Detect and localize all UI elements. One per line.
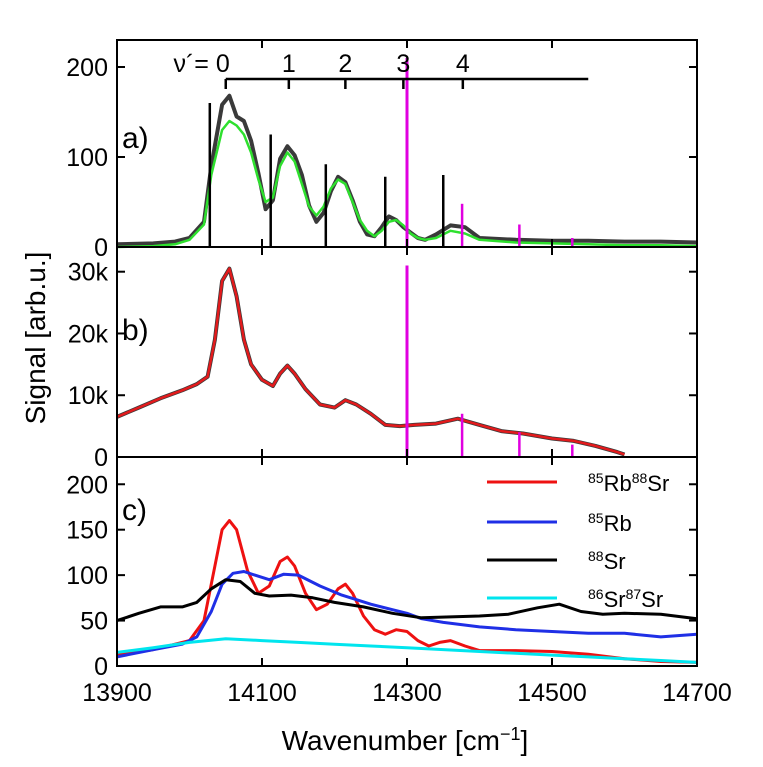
panel-a-y-tick-label: 200 [66,54,108,82]
y-axis-label: Signal [arb.u.] [20,252,51,425]
legend-isotope-1: 85 [588,470,604,486]
legend-element-1: Sr [604,549,626,574]
x-tick-label: 14300 [372,679,442,707]
vibrational-number: 3 [396,50,410,78]
vibrational-number: 2 [338,50,352,78]
panel-a-series-fit [116,119,698,249]
x-tick-label: 14100 [227,679,297,707]
x-axis-label-main: Wavenumber [cm [282,725,500,756]
panel-c-series-srsr [116,637,698,664]
panel-a-y-tick-label: 100 [66,144,108,172]
panel-b-y-tick-label: 30k [68,259,109,287]
vibrational-label: ν´= 0 [173,50,229,78]
legend-isotope-1: 88 [588,548,604,564]
panel-b-series-signal [116,266,626,457]
legend-element-1: Rb [604,511,632,536]
x-axis-label-end: ] [521,725,529,756]
x-tick-label: 14700 [662,679,732,707]
panel-b-plot: 0 10k 20k 30k [68,246,698,472]
panel-c-y-tick-label: 50 [80,608,108,636]
panel-b-y-tick-label: 0 [94,444,108,472]
panel-c-y-tick-label: 150 [66,517,108,545]
legend-label-rbsr: 85Rb88Sr [588,470,669,496]
legend-isotope-2: 88 [632,470,648,486]
panel-c-series-rbsr [116,519,698,664]
x-tick-label: 14500 [517,679,587,707]
legend-element-1: Sr [604,587,626,612]
x-axis-label: Wavenumber [cm−1] [282,724,529,756]
legend-element-1: Rb [604,471,632,496]
panel-a-series-signal [116,93,698,247]
x-axis-label-exponent: −1 [500,724,521,744]
panel-c-y-tick-label: 100 [66,562,108,590]
vibrational-number: 1 [282,50,296,78]
legend-element-2: Sr [647,471,669,496]
panel-b-label: b) [122,314,149,347]
panel-c-label: c) [122,494,147,527]
legend-label-srsr: 86Sr87Sr [588,586,663,612]
panel-a-y-tick-label: 0 [94,234,108,262]
legend-isotope-1: 85 [588,510,604,526]
legend-label-sr: 88Sr [588,548,626,574]
panel-a: 0 100 200 ν´= 0 1 2 3 4 a) [66,39,698,262]
x-tick-label: 13900 [82,679,152,707]
panel-b-series-smooth [116,267,625,456]
legend-label-rb: 85Rb [588,510,632,536]
panel-c-y-tick-label: 200 [66,471,108,499]
legend-isotope-2: 87 [626,586,642,602]
panel-b: 0 10k 20k 30k b) [68,246,698,472]
panel-a-plot: 0 100 200 ν´= 0 1 2 3 4 [66,39,698,262]
panel-b-y-tick-label: 10k [68,382,109,410]
panel-c-y-tick-label: 0 [94,653,108,681]
panel-c-series-sr [116,578,698,623]
vibrational-number: 4 [456,50,470,78]
legend-isotope-1: 86 [588,586,604,602]
panel-c-series-rb [116,570,698,659]
panel-b-y-tick-label: 20k [68,320,109,348]
panel-a-label: a) [122,122,149,155]
legend-element-2: Sr [641,587,663,612]
